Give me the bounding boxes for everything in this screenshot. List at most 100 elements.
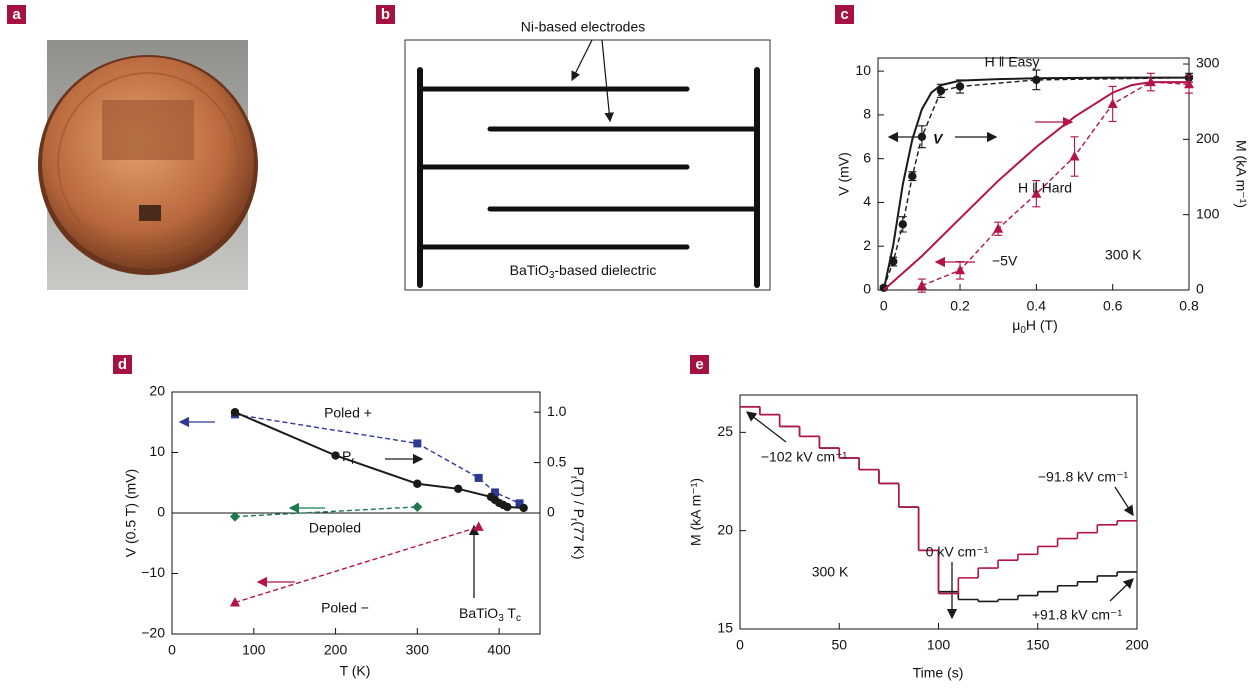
annotation: H ‖ Hard [1018,180,1072,196]
text-part: -based dielectric [554,262,656,278]
x-tick-label: 200 [1125,637,1149,653]
panel-label-box [690,355,709,374]
x-axis-label: T (K) [340,663,371,679]
y-axis-label: V (mV) [836,152,852,196]
y2-tick-label: 1.0 [547,403,567,419]
panel-label: e [695,356,703,373]
y-tick-label: 0 [157,504,165,520]
annotation: 0 kV cm⁻¹ [926,544,989,560]
marker [229,597,240,607]
x-tick-label: 100 [927,637,951,653]
annotation: −5V [992,253,1018,269]
photo [38,40,258,290]
series-line [882,76,1189,291]
panel-label: a [12,6,21,23]
arrow [745,411,787,443]
y-tick-label: 10 [855,62,871,78]
text-part: r [568,518,579,522]
series-label: Depoled [309,520,361,536]
y2-tick-label: 300 [1196,55,1220,71]
x-tick-label: 0.2 [950,298,970,314]
text-part: 3 [549,270,555,281]
text-part: 3 [498,613,504,624]
x-tick-label: 0 [168,642,176,658]
y2-axis-label: M (kA m⁻¹) [1233,140,1249,208]
arrow [1109,578,1134,602]
annotation: V [933,131,944,147]
series-line [234,526,479,604]
series-line [921,81,1190,287]
panel-label-box [7,5,26,24]
annotation: 300 K [812,564,849,580]
annotation: 300 K [1105,247,1142,263]
annotation: +91.8 kV cm⁻¹ [1032,607,1123,623]
y2-tick-label: 200 [1196,130,1220,146]
marker [412,501,423,512]
plot-frame [877,57,1190,291]
y-tick-label: 15 [717,620,733,636]
text-part: H (T) [1026,317,1058,333]
marker [230,407,240,417]
marker [413,479,422,488]
y2-tick-label: 0 [547,504,555,520]
panel-label-box [376,5,395,24]
marker [474,473,483,482]
panel-label-box [835,5,854,24]
y-tick-label: −10 [141,564,165,580]
series-line [883,81,1189,291]
y-axis-label: M (kA m⁻¹) [688,478,704,546]
marker [515,499,524,508]
marker [519,503,528,513]
marker [413,439,422,448]
x-tick-label: 0 [736,637,744,653]
series-line [234,413,520,504]
panel-label: d [118,356,127,373]
x-tick-label: 0.4 [1027,298,1047,314]
text-part: μ [1012,317,1020,333]
x-tick-label: 400 [487,642,511,658]
diagram-label: Ni-based electrodes [521,19,646,35]
y2-tick-label: 100 [1196,205,1220,221]
y-tick-label: −20 [141,625,165,641]
series-label: Poled − [321,600,369,616]
y-tick-label: 10 [149,443,165,459]
marker [1032,75,1041,85]
marker [908,171,917,181]
panel-label: c [840,6,848,23]
marker [1184,78,1194,89]
y-tick-label: 4 [863,193,871,209]
x-tick-label: 0.8 [1179,298,1199,314]
panel-label-box [113,355,132,374]
x-axis-label: Time (s) [913,665,964,681]
text-part: BaTiO [510,262,549,278]
x-tick-label: 150 [1026,637,1050,653]
y2-tick-label: 0 [1196,281,1204,297]
text-part: P [342,448,351,464]
x-axis-label: μ0H (T) [1012,317,1058,336]
series-line [234,411,524,509]
marker [1031,188,1042,198]
marker [917,132,927,141]
annotation: BaTiO3 Tc [459,605,521,624]
text-part: BaTiO [459,605,498,621]
series-label: Poled + [324,405,372,421]
text-part: r [351,456,355,467]
x-tick-label: 300 [406,642,430,658]
text-part: 0 [1020,325,1026,336]
marker [503,502,512,512]
marker [454,484,463,493]
y2-tick-label: 0.5 [547,453,567,469]
y2-axis-label: Pr(T) / Pr(77 K) [568,466,587,559]
marker [916,280,927,290]
text-part: P [571,466,587,475]
text-part: c [516,613,521,624]
x-tick-label: 0.6 [1103,298,1123,314]
capacitor-diagram [404,39,771,291]
x-tick-label: 50 [831,637,847,653]
marker [993,223,1004,233]
marker [491,488,500,497]
x-tick-label: 200 [324,642,348,658]
y-tick-label: 2 [863,237,871,253]
marker [331,451,340,460]
